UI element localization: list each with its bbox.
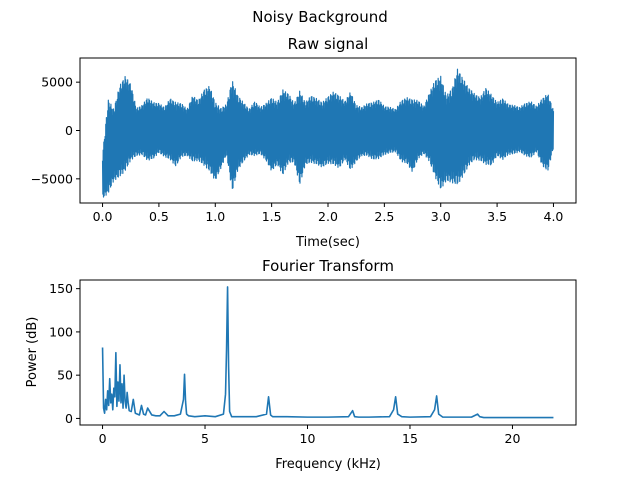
raw-signal-x-tick-label: 1.0 — [205, 209, 225, 224]
fourier-x-tick-label: 15 — [402, 431, 418, 446]
raw-signal-x-tick-label: 2.5 — [374, 209, 394, 224]
fourier-line — [101, 286, 554, 419]
raw-signal-x-tick-label: 0.5 — [149, 209, 169, 224]
raw-signal-y-tick-label: 0 — [65, 123, 73, 138]
raw-signal-title: Raw signal — [288, 35, 369, 53]
fourier-plot: Fourier Transform 0 5 10 15 20 0 50 100 150 Fre… — [25, 257, 577, 472]
raw-signal-x-tick-label: 2.0 — [318, 209, 338, 224]
fourier-y-ticks: 0 50 100 150 — [49, 281, 80, 426]
raw-signal-x-ticks: 0.0 0.5 1.0 1.5 2.0 2.5 3.0 3.5 4.0 — [93, 203, 564, 224]
fourier-x-tick-label: 10 — [300, 431, 316, 446]
raw-signal-plot: Raw signal 0.0 0.5 1.0 1.5 2.0 2.5 3.0 3.5 4.0 −… — [31, 35, 577, 250]
fourier-spectrum — [101, 286, 554, 419]
figure-suptitle: Noisy Background — [252, 8, 388, 26]
fourier-x-tick-label: 5 — [201, 431, 209, 446]
fourier-axes-frame — [79, 279, 577, 426]
fourier-y-tick-label: 50 — [57, 368, 73, 383]
raw-signal-xlabel: Time(sec) — [295, 235, 360, 250]
raw-signal-x-tick-label: 4.0 — [544, 209, 564, 224]
fourier-y-tick-label: 150 — [49, 281, 73, 296]
raw-signal-x-tick-label: 3.5 — [487, 209, 507, 224]
fourier-title: Fourier Transform — [262, 257, 394, 275]
raw-signal-y-tick-label: −5000 — [31, 171, 73, 186]
raw-signal-y-tick-label: 5000 — [41, 75, 73, 90]
fourier-x-ticks: 0 5 10 15 20 — [99, 425, 521, 446]
raw-signal-waveform — [101, 68, 555, 198]
fourier-x-tick-label: 20 — [505, 431, 521, 446]
raw-signal-x-tick-label: 0.0 — [93, 209, 113, 224]
fourier-y-tick-label: 100 — [49, 324, 73, 339]
fourier-ylabel: Power (dB) — [25, 317, 40, 388]
raw-signal-y-ticks: −5000 0 5000 — [31, 75, 80, 186]
raw-signal-x-tick-label: 3.0 — [431, 209, 451, 224]
raw-signal-x-tick-label: 1.5 — [262, 209, 282, 224]
fourier-x-tick-label: 0 — [99, 431, 107, 446]
fourier-xlabel: Frequency (kHz) — [275, 457, 381, 472]
raw-signal-line — [101, 68, 555, 198]
fourier-y-tick-label: 0 — [65, 411, 73, 426]
